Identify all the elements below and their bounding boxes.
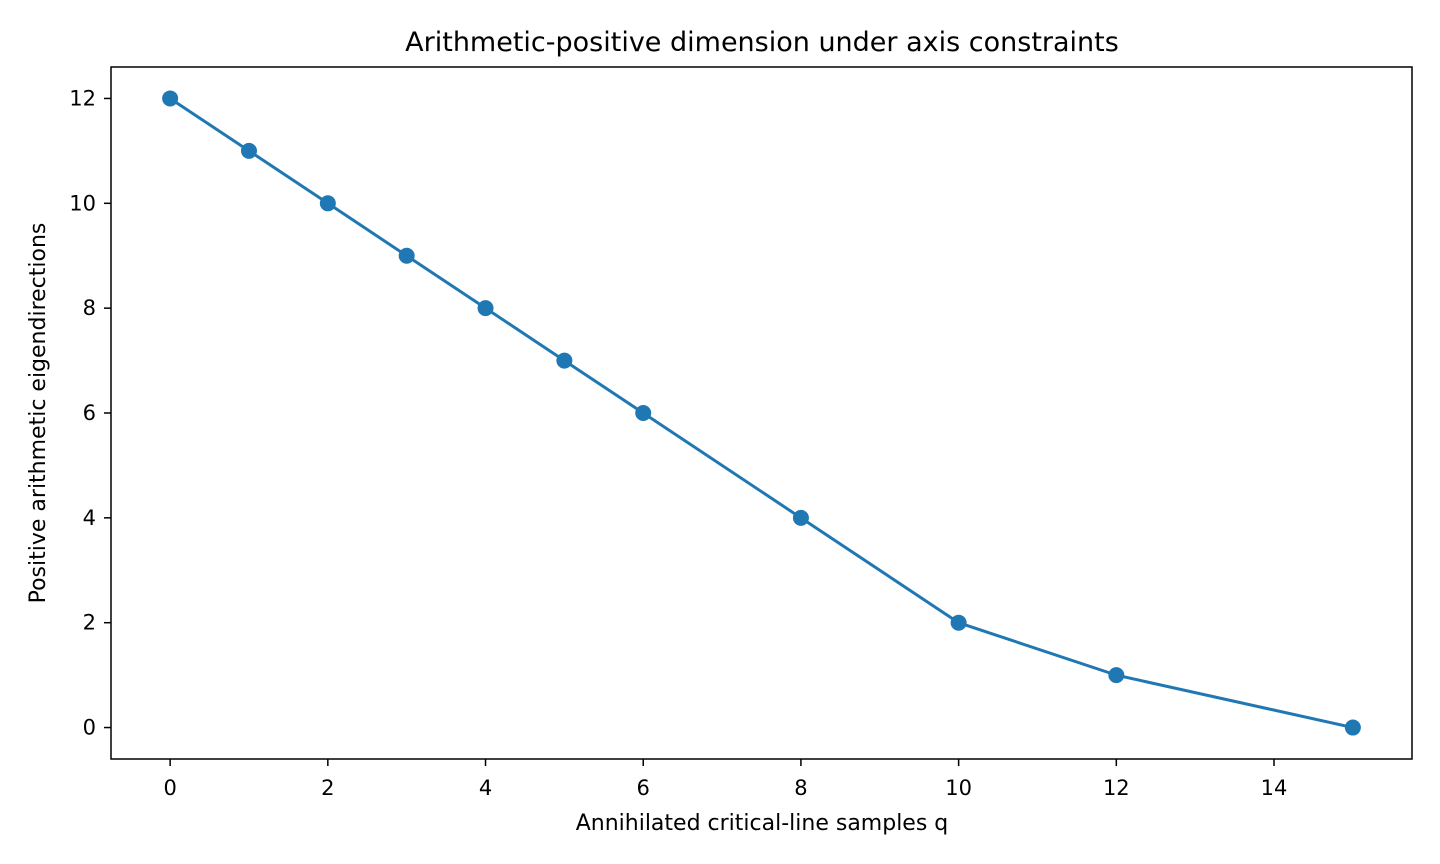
y-tick-label: 6 <box>83 401 96 425</box>
x-tick-label: 4 <box>479 776 492 800</box>
y-tick-label: 8 <box>83 296 96 320</box>
data-point <box>950 614 967 631</box>
x-tick-label: 8 <box>794 776 807 800</box>
series-layer <box>162 90 1361 736</box>
x-tick-label: 14 <box>1261 776 1288 800</box>
y-tick-label: 10 <box>69 191 96 215</box>
data-point <box>635 405 652 421</box>
data-point <box>162 90 179 107</box>
data-point <box>319 195 336 212</box>
y-axis-ticks: 0 2 4 6 8 10 12 <box>69 86 111 740</box>
y-tick-label: 2 <box>83 611 96 635</box>
x-tick-label: 2 <box>321 776 334 800</box>
data-point <box>792 509 809 526</box>
data-point <box>556 352 573 369</box>
x-tick-label: 10 <box>945 776 972 800</box>
data-point <box>477 300 494 317</box>
y-tick-label: 4 <box>83 506 96 530</box>
x-tick-label: 6 <box>637 776 650 800</box>
x-axis-label: Annihilated critical-line samples q <box>576 811 949 836</box>
y-axis-label: Positive arithmetic eigendirections <box>26 223 51 604</box>
x-axis-ticks: 0 2 4 6 8 10 12 14 <box>163 759 1287 800</box>
x-tick-label: 0 <box>163 776 176 800</box>
series-line <box>168 96 1355 730</box>
y-tick-label: 0 <box>83 716 96 740</box>
data-point <box>398 247 415 264</box>
x-tick-label: 12 <box>1103 776 1130 800</box>
chart-title: Arithmetic-positive dimension under axis… <box>405 27 1119 58</box>
data-point <box>240 142 257 159</box>
data-point <box>1344 719 1361 736</box>
y-tick-label: 12 <box>69 86 96 110</box>
data-point <box>1108 667 1125 684</box>
plot-frame <box>110 66 1413 760</box>
